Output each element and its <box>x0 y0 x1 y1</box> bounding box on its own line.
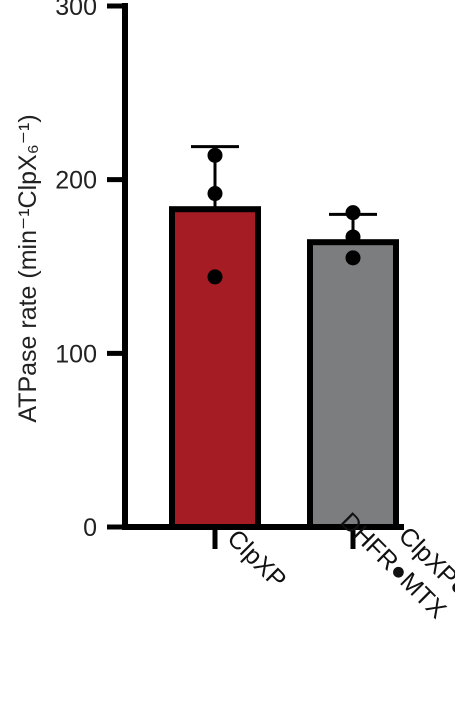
bar <box>169 206 261 530</box>
data-point <box>345 229 361 245</box>
bar <box>307 239 399 530</box>
y-tick-label: 200 <box>55 167 97 195</box>
y-axis-title: ATPase rate (min⁻¹ClpX₆⁻¹) <box>14 114 42 422</box>
data-point <box>207 186 223 202</box>
data-point <box>207 269 223 285</box>
x-category-label: ClpXP <box>222 524 292 594</box>
data-point <box>207 147 223 163</box>
y-tick-label: 300 <box>55 0 97 21</box>
y-axis: 0 100 200 300 <box>55 0 128 542</box>
y-tick-label: 100 <box>55 340 97 368</box>
y-tick-label: 0 <box>83 514 97 542</box>
data-points <box>207 147 361 285</box>
x-category-label-line: ClpXP <box>222 524 292 594</box>
bars <box>169 206 399 530</box>
data-point <box>345 250 361 266</box>
data-point <box>345 205 361 221</box>
